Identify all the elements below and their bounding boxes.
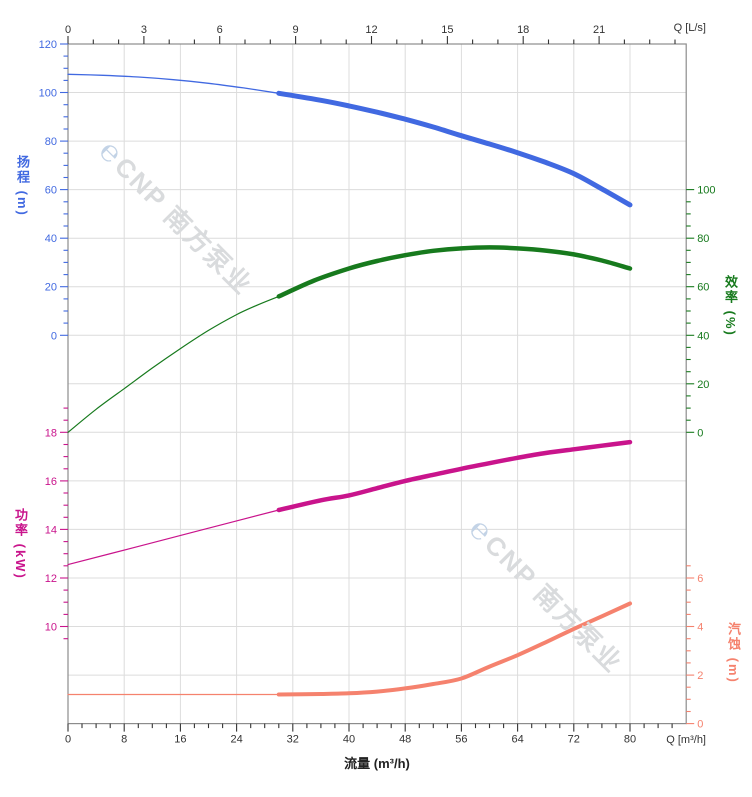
bottom-axis-tick-label: 8 [121, 734, 127, 746]
bottom-axis-tick-label: 16 [174, 734, 186, 746]
head-axis-tick-label: 120 [39, 39, 57, 51]
head-axis-tick-label: 0 [51, 330, 57, 342]
eff-axis-tick-label: 100 [697, 185, 715, 197]
eff-axis-tick-label: 80 [697, 233, 709, 245]
top-axis-tick-label: 21 [593, 24, 605, 36]
npsh-axis-tick-label: 6 [697, 573, 703, 585]
npsh-axis-tick-label: 0 [697, 719, 703, 731]
top-axis-tick-label: 15 [441, 24, 453, 36]
head-axis-tick-label: 100 [39, 88, 57, 100]
head-axis-tick-label: 60 [45, 185, 57, 197]
top-axis-tick-label: 18 [517, 24, 529, 36]
bottom-axis-tick-label: 56 [455, 734, 467, 746]
head-axis-tick-label: 80 [45, 136, 57, 148]
curve-power-thick [276, 439, 633, 513]
top-axis-tick-label: 9 [293, 24, 299, 36]
top-axis-tick-label: 0 [65, 24, 71, 36]
eff-axis-tick-label: 60 [697, 282, 709, 294]
npsh-axis-tick-label: 2 [697, 670, 703, 682]
npsh-axis-title: 汽蚀 (m) [726, 622, 741, 684]
head-axis-tick-label: 40 [45, 233, 57, 245]
power-axis-tick-label: 18 [45, 427, 57, 439]
power-axis-tick-label: 10 [45, 622, 57, 634]
efficiency-axis-title: 效率 (%) [723, 275, 738, 337]
head-axis-tick-label: 20 [45, 282, 57, 294]
power-axis-title: 功率 (kW) [13, 508, 28, 580]
eff-axis-tick-label: 0 [697, 427, 703, 439]
curve-npsh-thick [276, 601, 632, 697]
curve-eff-thin [67, 295, 280, 433]
eff-axis-tick-label: 40 [697, 330, 709, 342]
bottom-axis-tick-label: 32 [287, 734, 299, 746]
npsh-axis-tick-label: 4 [697, 622, 703, 634]
bottom-axis-tick-label: 80 [624, 734, 636, 746]
bottom-axis-tick-label: 40 [343, 734, 355, 746]
curve-power-thin [67, 509, 280, 566]
power-axis-tick-label: 14 [45, 524, 57, 536]
top-axis-unit-label: Q [L/s] [673, 22, 706, 34]
top-axis-tick-label: 6 [217, 24, 223, 36]
bottom-axis-unit-label: Q [m³/h] [666, 734, 706, 746]
curve-head-thin [67, 73, 280, 94]
curve-head-thick [276, 90, 633, 208]
bottom-axis-tick-label: 64 [511, 734, 523, 746]
head-axis-title: 扬程 (m) [15, 155, 30, 217]
top-axis-tick-label: 3 [141, 24, 147, 36]
curve-eff-thick [276, 245, 633, 299]
power-axis-tick-label: 16 [45, 476, 57, 488]
bottom-axis-tick-label: 48 [399, 734, 411, 746]
bottom-axis-tick-label: 72 [568, 734, 580, 746]
flow-axis-title: 流量 (m³/h) [344, 756, 410, 771]
top-axis-tick-label: 12 [365, 24, 377, 36]
bottom-axis-tick-label: 24 [230, 734, 242, 746]
bottom-axis-tick-label: 0 [65, 734, 71, 746]
power-axis-tick-label: 12 [45, 573, 57, 585]
eff-axis-tick-label: 20 [697, 379, 709, 391]
